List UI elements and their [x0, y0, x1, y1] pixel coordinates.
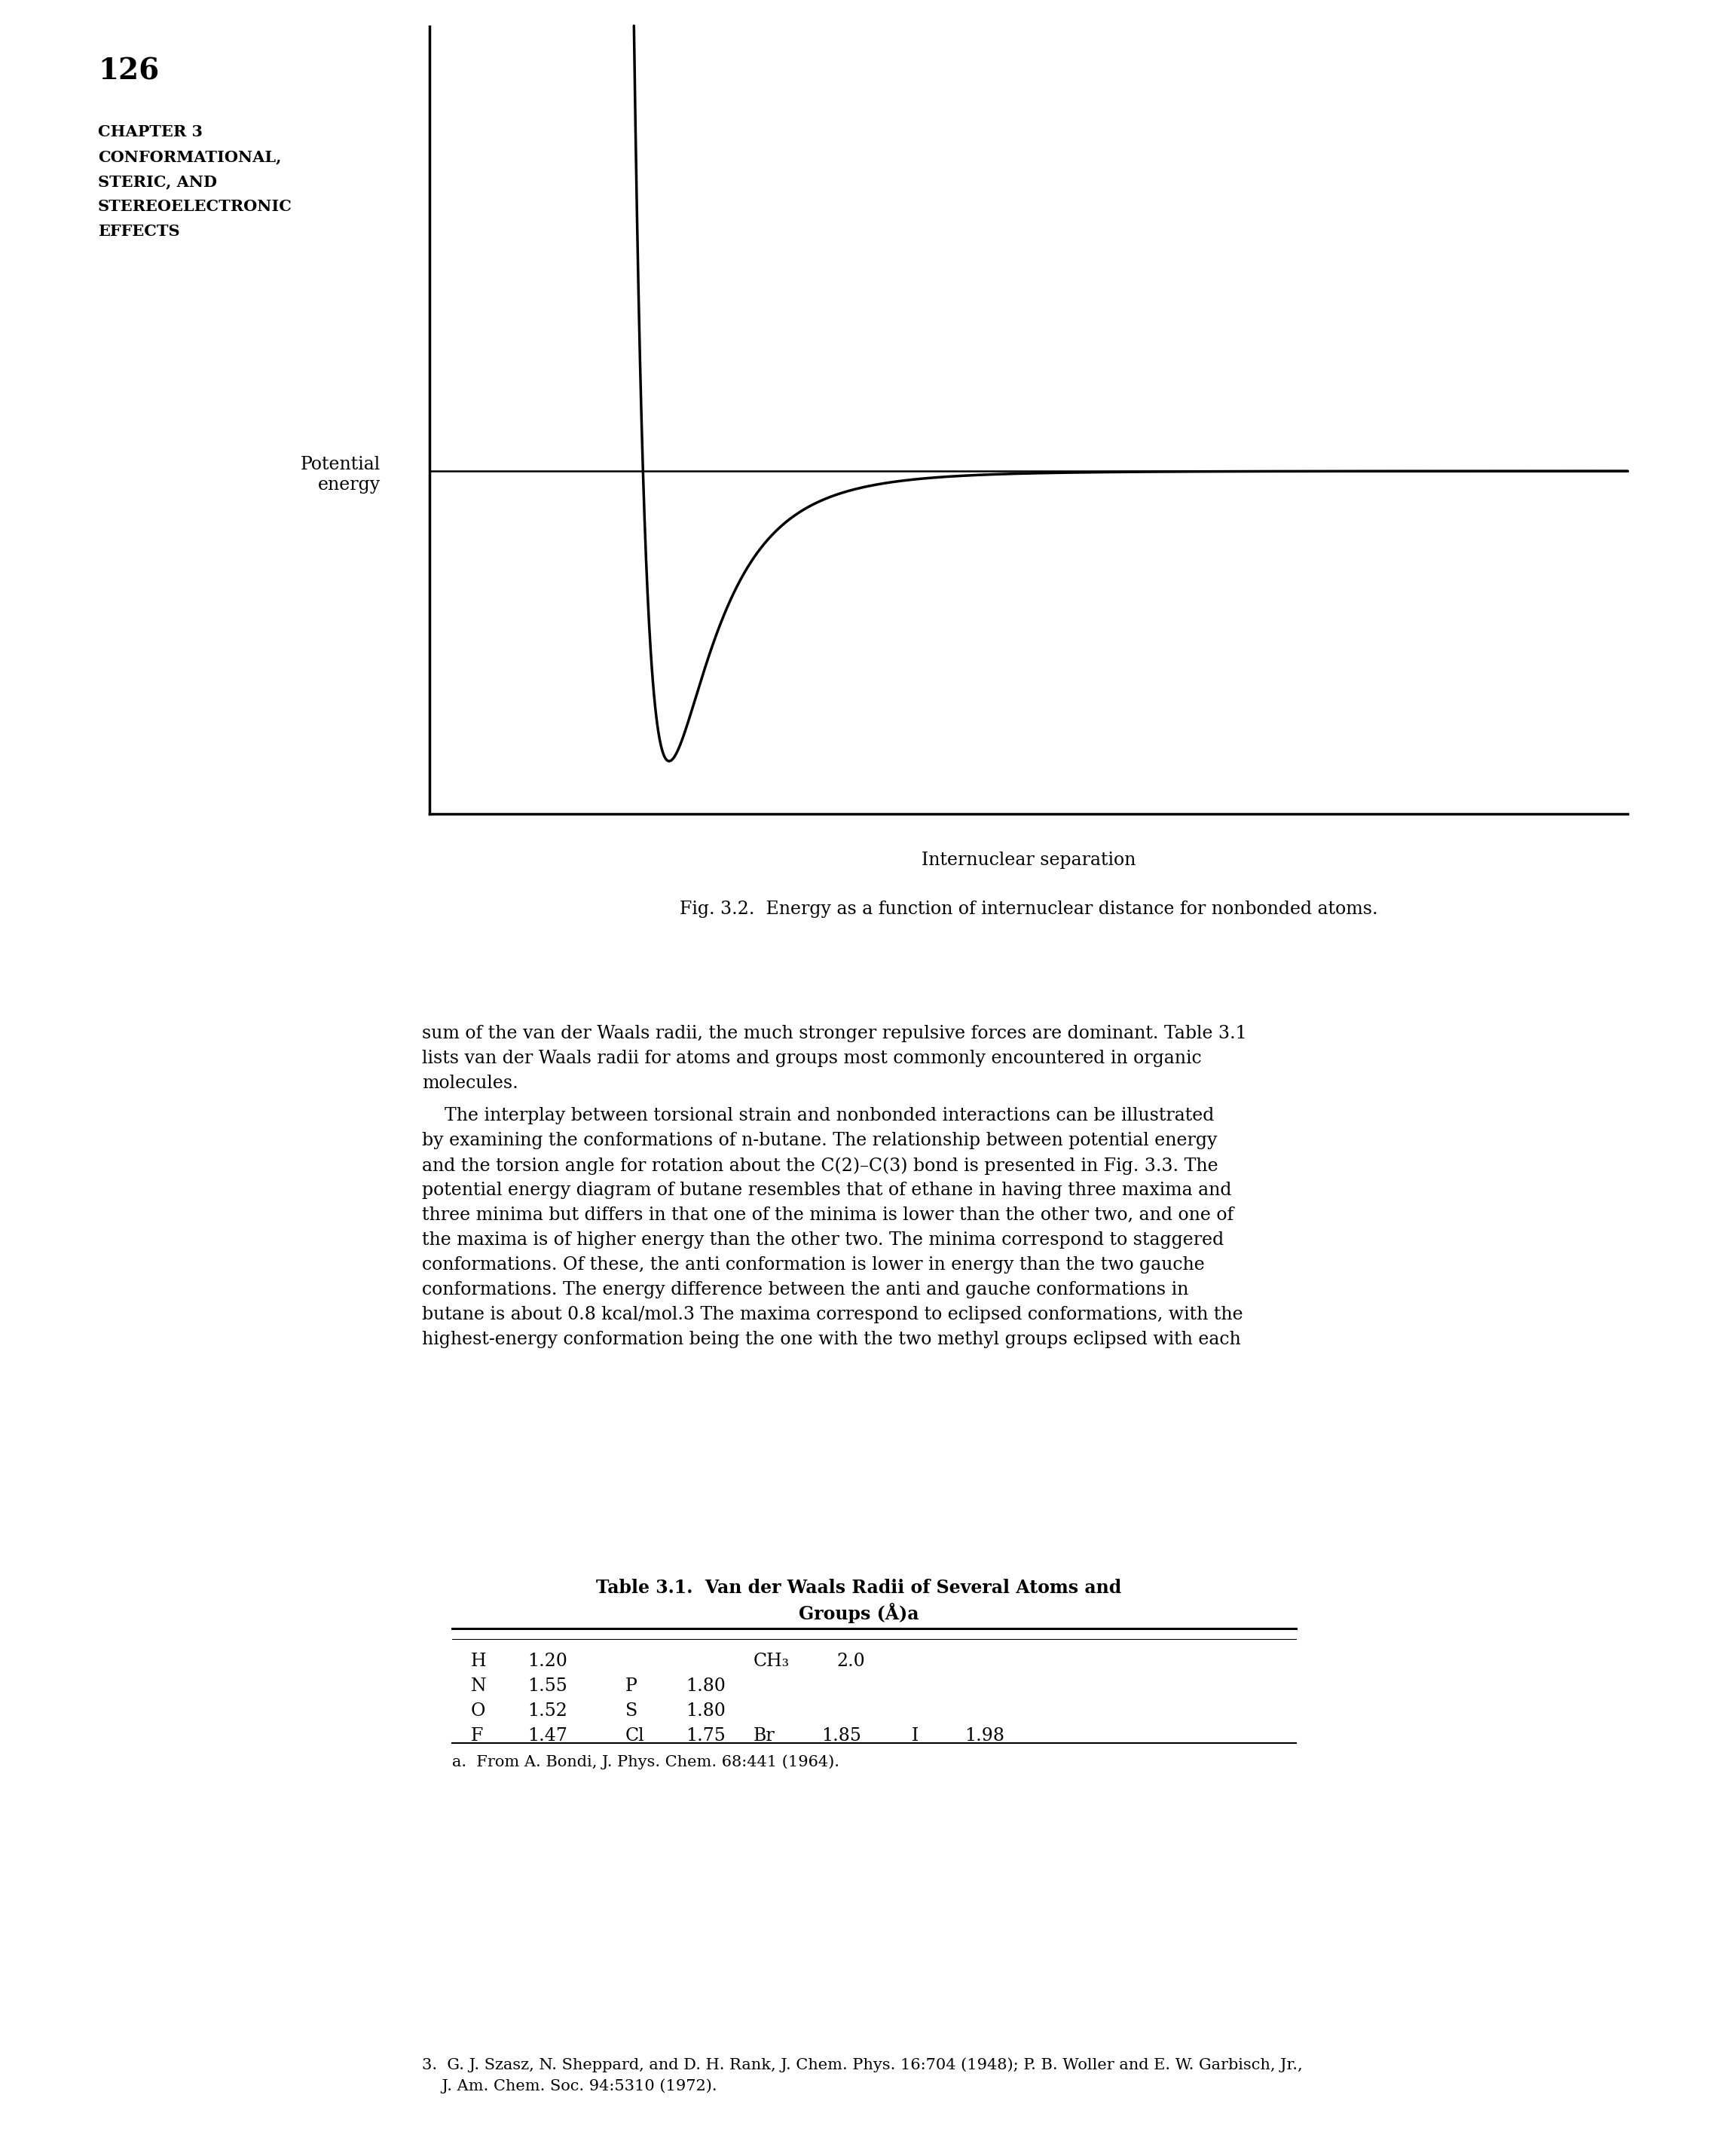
Text: I: I — [912, 1727, 919, 1744]
Text: CHAPTER 3: CHAPTER 3 — [98, 125, 203, 140]
Text: F: F — [471, 1727, 483, 1744]
Text: O: O — [471, 1703, 486, 1720]
Text: 1.85: 1.85 — [821, 1727, 861, 1744]
Text: 1.55: 1.55 — [527, 1677, 567, 1695]
Text: STEREOELECTRONIC: STEREOELECTRONIC — [98, 198, 292, 213]
Text: Cl: Cl — [625, 1727, 644, 1744]
Text: Fig. 3.2.  Energy as a function of internuclear distance for nonbonded atoms.: Fig. 3.2. Energy as a function of intern… — [679, 901, 1378, 918]
Text: potential energy diagram of butane resembles that of ethane in having three maxi: potential energy diagram of butane resem… — [423, 1181, 1232, 1199]
Text: Br: Br — [754, 1727, 775, 1744]
Text: 3.  G. J. Szasz, N. Sheppard, and D. H. Rank, J. Chem. Phys. 16:704 (1948); P. B: 3. G. J. Szasz, N. Sheppard, and D. H. R… — [423, 2057, 1302, 2072]
Text: conformations. The energy difference between the anti and gauche conformations i: conformations. The energy difference bet… — [423, 1281, 1189, 1298]
Text: the maxima is of higher energy than the other two. The minima correspond to stag: the maxima is of higher energy than the … — [423, 1231, 1223, 1248]
Text: 1.80: 1.80 — [685, 1677, 725, 1695]
Text: P: P — [625, 1677, 637, 1695]
Text: S: S — [625, 1703, 637, 1720]
Text: highest-energy conformation being the one with the two methyl groups eclipsed wi: highest-energy conformation being the on… — [423, 1330, 1240, 1348]
Text: J. Am. Chem. Soc. 94:5310 (1972).: J. Am. Chem. Soc. 94:5310 (1972). — [423, 2078, 716, 2093]
Text: a.  From A. Bondi, J. Phys. Chem. 68:441 (1964).: a. From A. Bondi, J. Phys. Chem. 68:441 … — [452, 1755, 840, 1770]
Text: 126: 126 — [98, 56, 160, 84]
Text: molecules.: molecules. — [423, 1074, 519, 1091]
Text: EFFECTS: EFFECTS — [98, 224, 180, 239]
Text: H: H — [471, 1654, 486, 1671]
Text: N: N — [471, 1677, 486, 1695]
Text: 1.80: 1.80 — [685, 1703, 725, 1720]
Text: lists van der Waals radii for atoms and groups most commonly encountered in orga: lists van der Waals radii for atoms and … — [423, 1050, 1201, 1067]
Text: by examining the conformations of n-butane. The relationship between potential e: by examining the conformations of n-buta… — [423, 1132, 1218, 1149]
Text: CONFORMATIONAL,: CONFORMATIONAL, — [98, 149, 282, 164]
Text: conformations. Of these, the anti conformation is lower in energy than the two g: conformations. Of these, the anti confor… — [423, 1257, 1204, 1274]
Text: sum of the van der Waals radii, the much stronger repulsive forces are dominant.: sum of the van der Waals radii, the much… — [423, 1024, 1247, 1041]
Text: CH₃: CH₃ — [754, 1654, 790, 1671]
Text: Internuclear separation: Internuclear separation — [921, 852, 1136, 869]
Text: butane is about 0.8 kcal/mol.3 The maxima correspond to eclipsed conformations, : butane is about 0.8 kcal/mol.3 The maxim… — [423, 1307, 1244, 1324]
Text: Potential
energy: Potential energy — [301, 457, 380, 494]
Text: 1.98: 1.98 — [964, 1727, 1005, 1744]
Text: 1.47: 1.47 — [527, 1727, 567, 1744]
Text: The interplay between torsional strain and nonbonded interactions can be illustr: The interplay between torsional strain a… — [423, 1106, 1215, 1123]
Text: 1.52: 1.52 — [527, 1703, 567, 1720]
Text: three minima but differs in that one of the minima is lower than the other two, : three minima but differs in that one of … — [423, 1207, 1234, 1225]
Text: 2.0: 2.0 — [837, 1654, 864, 1671]
Text: 1.20: 1.20 — [527, 1654, 567, 1671]
Text: STERIC, AND: STERIC, AND — [98, 175, 216, 190]
Text: 1.75: 1.75 — [685, 1727, 725, 1744]
Text: and the torsion angle for rotation about the C(2)–C(3) bond is presented in Fig.: and the torsion angle for rotation about… — [423, 1158, 1218, 1175]
Text: Table 3.1.  Van der Waals Radii of Several Atoms and: Table 3.1. Van der Waals Radii of Severa… — [596, 1578, 1122, 1598]
Text: Groups (Å)a: Groups (Å)a — [799, 1602, 919, 1623]
